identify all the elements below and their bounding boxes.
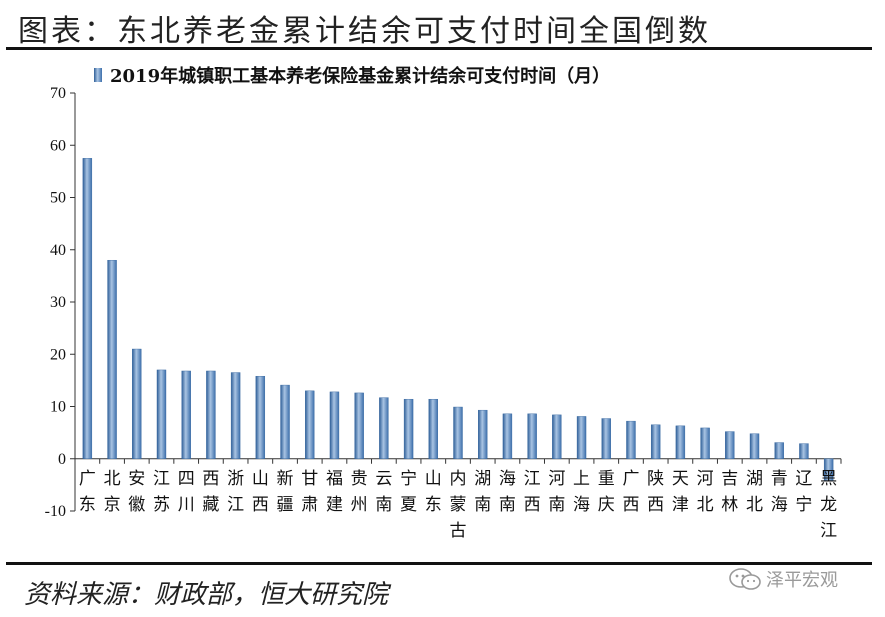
x-tick-label: 新疆 [277, 469, 294, 515]
y-tick-label: 60 [50, 137, 66, 154]
chat-bubbles-icon [729, 568, 761, 590]
title-divider [6, 47, 872, 50]
bar [552, 414, 562, 459]
bar [403, 398, 414, 459]
x-tick-label: 河南 [548, 469, 565, 515]
x-tick-label: 江苏 [153, 469, 170, 515]
x-tick-label: 浙江 [227, 469, 244, 515]
x-tick-label: 四川 [178, 469, 195, 515]
bar [82, 158, 93, 459]
legend-label: 2019年城镇职工基本养老保险基金累计结余可支付时间（月） [110, 65, 610, 87]
x-tick-label: 贵州 [351, 469, 368, 515]
x-tick-label: 河北 [697, 469, 714, 515]
x-tick-label: 福建 [326, 469, 343, 515]
y-tick-label: 50 [50, 190, 66, 207]
bar [823, 458, 834, 481]
legend-swatch [94, 68, 102, 82]
bar [329, 391, 340, 459]
page-title: 图表：东北养老金累计结余可支付时间全国倒数 [18, 14, 711, 49]
footer-divider [6, 562, 872, 565]
x-tick-label: 湖北 [746, 469, 763, 515]
y-tick-label: 20 [50, 346, 66, 363]
bar [354, 392, 364, 459]
bar [428, 398, 438, 459]
y-tick-label: 10 [50, 399, 66, 416]
x-tick-label: 山西 [252, 469, 269, 515]
bar [156, 369, 167, 459]
x-tick-label: 内蒙古 [450, 469, 467, 541]
x-tick-label: 甘肃 [301, 469, 318, 515]
bar [774, 442, 784, 459]
bar [799, 443, 809, 459]
bar [230, 372, 241, 459]
bar [280, 384, 290, 459]
bar [626, 420, 636, 459]
x-tick-label: 宁夏 [400, 469, 417, 515]
bar [181, 370, 191, 459]
x-tick-label: 云南 [375, 469, 392, 515]
x-tick-label: 安徽 [128, 469, 145, 515]
x-tick-label: 湖南 [474, 469, 491, 515]
x-tick-label: 江西 [524, 469, 541, 515]
bar [675, 425, 686, 459]
bar [527, 413, 537, 459]
y-tick-label: -10 [45, 503, 66, 520]
bar [305, 390, 315, 459]
source-note: 资料来源：财政部，恒大研究院 [24, 580, 389, 610]
x-tick-label: 陕西 [647, 469, 664, 515]
bar-chart: 2019年城镇职工基本养老保险基金累计结余可支付时间（月） -10 0 10 20 30… [45, 65, 842, 541]
y-tick-label: 0 [58, 451, 66, 468]
bar [379, 397, 389, 459]
x-axis-labels: 广东北京安徽江苏四川西藏浙江山西新疆甘肃福建贵州云南宁夏山东内蒙古湖南海南江西河… [79, 469, 837, 541]
watermark: 泽平宏观 [728, 566, 838, 592]
x-tick-label: 重庆 [598, 469, 615, 515]
y-axis-labels: -10 0 10 20 30 40 50 60 70 [45, 85, 66, 520]
x-tick-label: 广东 [79, 469, 96, 515]
chart-bars [82, 158, 834, 481]
bar [502, 413, 513, 459]
x-tick-label: 海南 [499, 469, 516, 515]
bar [132, 348, 142, 459]
bar [700, 427, 710, 459]
bar [601, 418, 611, 459]
x-tick-label: 吉林 [721, 469, 738, 515]
x-tick-label: 天津 [672, 469, 689, 515]
x-tick-label: 辽宁 [795, 469, 812, 515]
bar [749, 433, 760, 459]
x-tick-label: 山东 [425, 469, 442, 515]
y-tick-label: 70 [50, 85, 66, 102]
x-tick-label: 西藏 [202, 469, 219, 515]
x-tick-label: 广西 [622, 469, 639, 515]
bar [576, 416, 587, 459]
x-tick-label: 黑龙江 [820, 469, 837, 541]
x-tick-label: 上海 [573, 469, 590, 515]
bar [255, 375, 266, 459]
bar [650, 424, 661, 459]
bar [206, 370, 216, 459]
chart-legend: 2019年城镇职工基本养老保险基金累计结余可支付时间（月） [94, 65, 610, 87]
bar [107, 259, 117, 459]
y-tick-label: 40 [50, 242, 66, 259]
bar [725, 431, 735, 459]
watermark-label: 泽平宏观 [766, 570, 838, 591]
bar [478, 409, 488, 459]
x-tick-label: 青海 [771, 469, 788, 515]
y-tick-label: 30 [50, 294, 66, 311]
x-tick-label: 北京 [104, 469, 121, 515]
bar [453, 406, 463, 459]
